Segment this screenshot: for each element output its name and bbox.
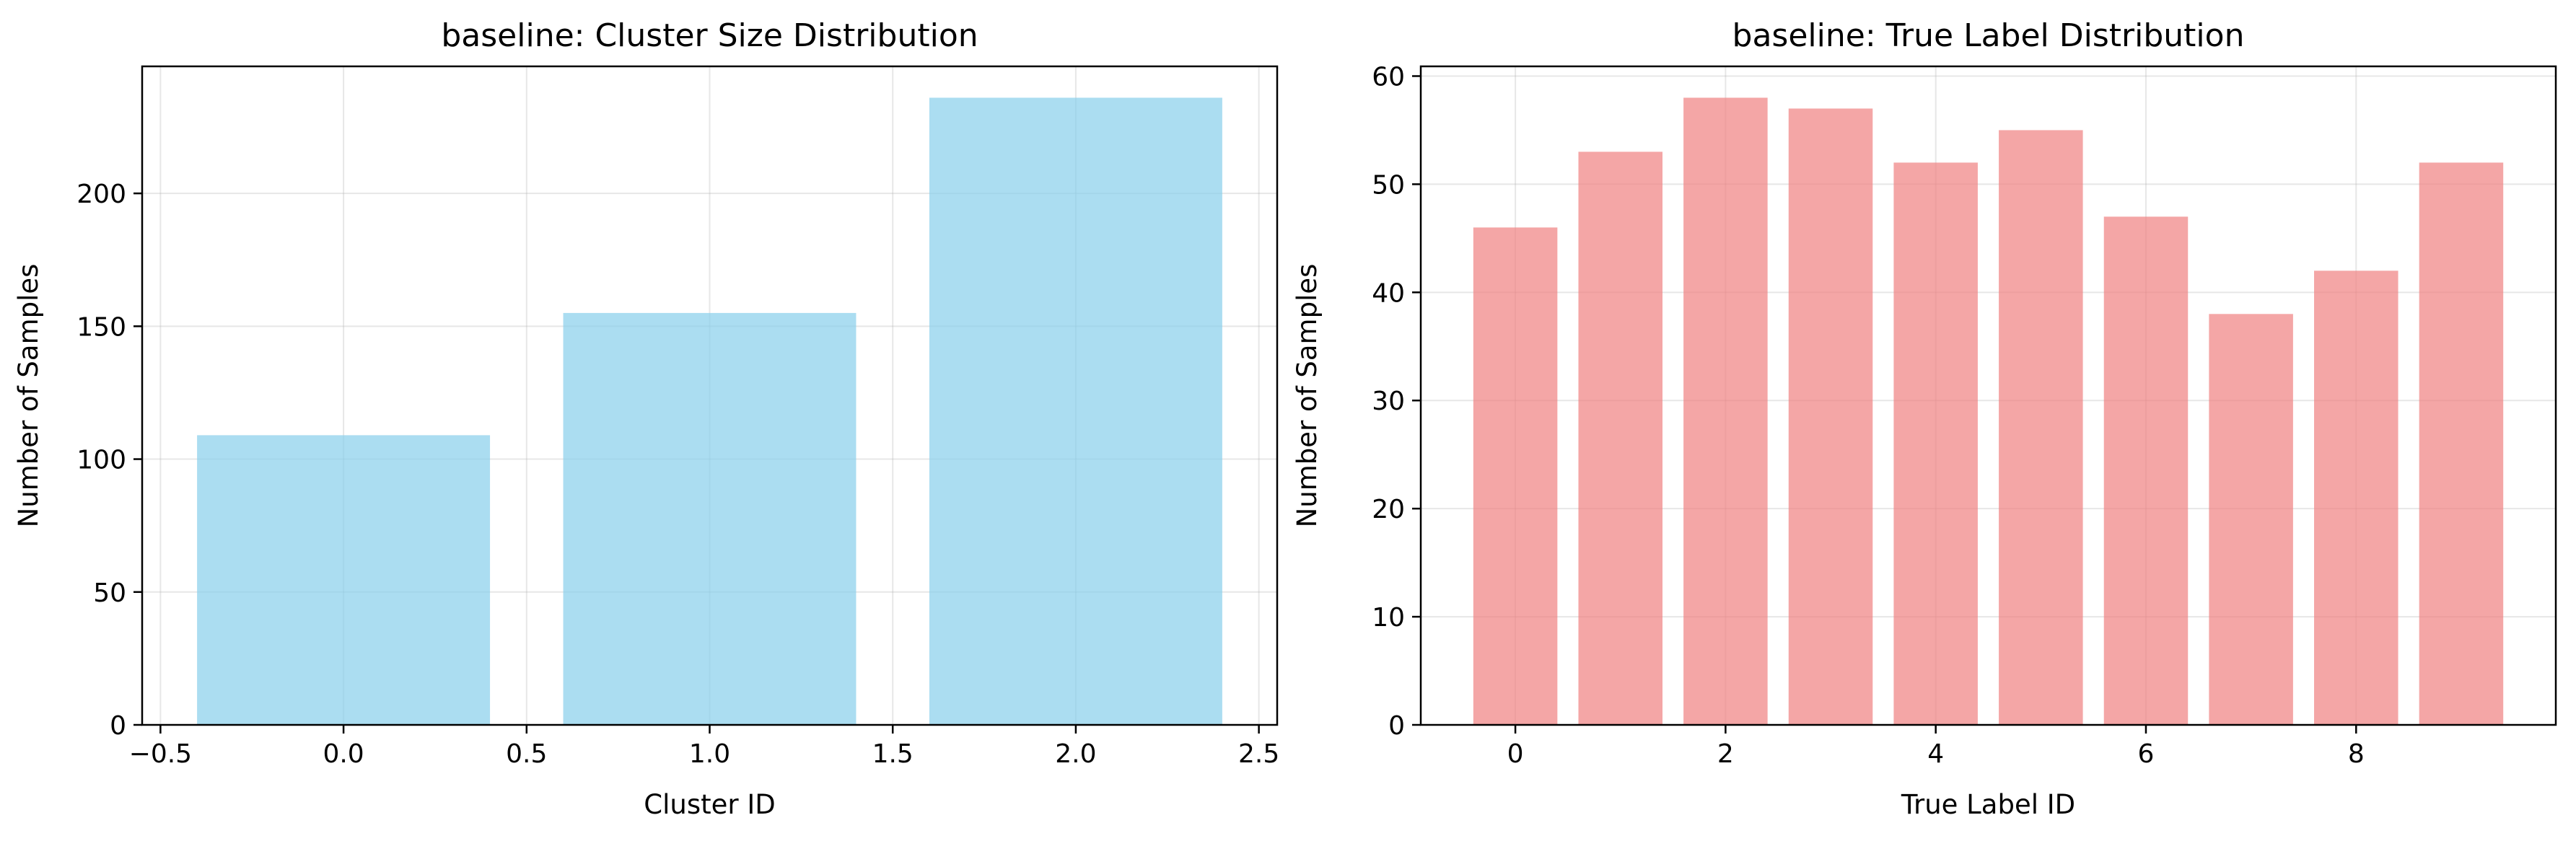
true-label-ytick-label-0: 0 xyxy=(1388,711,1405,741)
cluster-size-ylabel: Number of Samples xyxy=(13,264,44,528)
true-label-xtick-label-2: 4 xyxy=(1927,739,1944,769)
true-label-xtick-label-3: 6 xyxy=(2138,739,2155,769)
true-label-ticks: 0 2 4 6 8 0 10 20 30 40 50 60 xyxy=(1372,62,2365,769)
true-label-bar-4 xyxy=(1893,162,1978,725)
cluster-size-xtick-label-0: −0.5 xyxy=(129,739,192,769)
cluster-size-xtick-label-6: 2.5 xyxy=(1238,739,1279,769)
true-label-ylabel: Number of Samples xyxy=(1292,264,1323,528)
true-label-bar-1 xyxy=(1578,151,1662,726)
true-label-bar-7 xyxy=(2209,314,2293,725)
true-label-bar-6 xyxy=(2103,216,2189,725)
true-label-xtick-label-4: 8 xyxy=(2348,739,2365,769)
true-label-axes-frame xyxy=(1419,65,2557,726)
true-label-ytick-label-3: 30 xyxy=(1372,387,1405,416)
cluster-size-xtick-label-3: 1.0 xyxy=(689,739,730,769)
cluster-size-bar-1 xyxy=(563,312,857,726)
cluster-size-ytick-label-3: 150 xyxy=(76,312,126,342)
true-label-chart: 0 2 4 6 8 0 10 20 30 40 50 60 baseline: True Label … xyxy=(1292,17,2557,820)
true-label-xtick-label-0: 0 xyxy=(1507,739,1524,769)
cluster-size-bars xyxy=(197,97,1222,726)
true-label-ytick-label-5: 50 xyxy=(1372,170,1405,200)
true-label-xtick-label-1: 2 xyxy=(1717,739,1734,769)
true-label-bar-3 xyxy=(1788,108,1873,725)
true-label-bars xyxy=(1473,97,2504,726)
true-label-xlabel: True Label ID xyxy=(1901,789,2075,820)
cluster-size-chart: −0.5 0.0 0.5 1.0 1.5 2.0 2.5 0 50 100 150 200 basel… xyxy=(13,17,1279,820)
true-label-ytick-label-2: 20 xyxy=(1372,495,1405,524)
cluster-size-ytick-label-2: 100 xyxy=(76,446,126,475)
true-label-bar-9 xyxy=(2419,162,2504,725)
cluster-size-bar-2 xyxy=(929,97,1222,725)
cluster-size-ytick-label-1: 50 xyxy=(93,578,126,608)
true-label-bar-5 xyxy=(1999,130,2083,726)
cluster-size-xtick-label-1: 0.0 xyxy=(323,739,364,769)
cluster-size-ticks: −0.5 0.0 0.5 1.0 1.5 2.0 2.5 0 50 100 150 200 xyxy=(76,180,1279,769)
cluster-size-xtick-label-5: 2.0 xyxy=(1055,739,1096,769)
cluster-size-xtick-label-4: 1.5 xyxy=(872,739,914,769)
true-label-ytick-label-4: 40 xyxy=(1372,278,1405,308)
cluster-size-xtick-label-2: 0.5 xyxy=(506,739,547,769)
cluster-size-ytick-label-4: 200 xyxy=(76,180,126,209)
cluster-size-ytick-label-0: 0 xyxy=(110,711,126,741)
true-label-bar-2 xyxy=(1683,97,1768,725)
cluster-size-title: baseline: Cluster Size Distribution xyxy=(441,17,978,54)
cluster-size-bar-0 xyxy=(197,435,491,725)
true-label-ytick-label-1: 10 xyxy=(1372,603,1405,633)
true-label-bar-8 xyxy=(2314,270,2398,725)
true-label-bar-0 xyxy=(1473,227,1558,725)
cluster-size-xlabel: Cluster ID xyxy=(644,789,776,820)
true-label-title: baseline: True Label Distribution xyxy=(1732,17,2245,54)
true-label-ytick-label-6: 60 xyxy=(1372,62,1405,92)
